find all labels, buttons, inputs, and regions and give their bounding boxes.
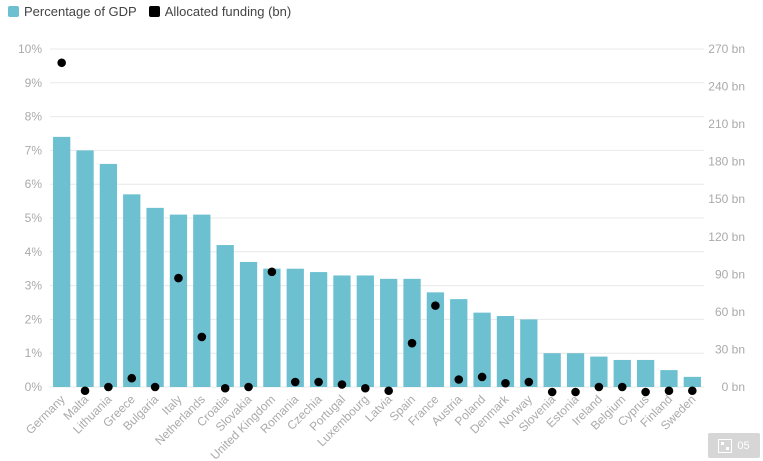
legend-item-gdp[interactable]: Percentage of GDP [8,4,137,19]
bar [613,359,631,387]
y-right-tick-label: 0 bn [722,380,745,394]
bar [450,299,468,387]
bar [590,356,608,387]
y-right-tick-label: 240 bn [708,80,745,94]
embed-badge[interactable]: 05 [708,433,760,458]
funding-point [220,383,230,393]
legend-swatch-funding [148,6,160,17]
funding-point [290,377,300,387]
legend-label-funding: Allocated funding (bn) [164,4,292,19]
y-left-tick-label: 2% [25,312,43,326]
bar [333,275,351,387]
bar [683,376,701,387]
funding-point [57,58,66,68]
funding-point [407,338,417,348]
funding-point [617,382,627,392]
bar [169,214,188,387]
y-right-tick-label: 210 bn [708,117,745,131]
bar [263,268,281,387]
bar [239,261,258,387]
bar [660,370,678,387]
funding-point [361,383,370,393]
chart-legend: Percentage of GDP Allocated funding (bn) [8,4,291,19]
bar [403,278,421,387]
y-left-tick-label: 9% [25,76,43,90]
bar [123,194,141,387]
bar [473,312,491,387]
bar [216,245,234,387]
bar [76,150,94,387]
embed-badge-label: 05 [737,439,750,452]
funding-point [80,386,90,396]
funding-point [664,386,674,396]
funding-point [384,386,393,396]
funding-point [267,267,277,277]
funding-point [501,378,510,388]
y-left-tick-label: 4% [25,245,43,259]
y-left-tick-label: 6% [25,177,43,191]
funding-point [174,273,183,283]
bar [496,316,515,387]
legend-item-funding[interactable]: Allocated funding (bn) [148,4,292,19]
funding-point [571,387,580,397]
funding-point [197,332,207,342]
funding-point [337,380,347,389]
y-right-tick-label: 30 bn [715,342,745,356]
funding-point [641,387,650,397]
y-left-tick-label: 3% [25,279,43,293]
legend-swatch-gdp [8,6,19,17]
bar [309,272,328,387]
y-right-tick-label: 120 bn [708,230,745,244]
funding-point [477,372,487,382]
bar [566,353,585,387]
y-left-tick-label: 8% [25,110,43,124]
bar [426,292,445,387]
y-right-tick-label: 150 bn [708,192,745,206]
y-right-tick-label: 90 bn [715,267,745,281]
y-left-tick-label: 7% [25,143,43,157]
bar [99,163,118,387]
bar [356,275,374,387]
y-left-tick-label: 0% [25,380,43,394]
bar [380,278,398,387]
y-right-tick-label: 60 bn [715,305,745,319]
funding-point [547,387,557,397]
funding-point [454,375,464,384]
embed-icon [718,438,733,453]
funding-point [314,377,323,387]
bar [636,359,655,387]
bar [146,207,164,387]
y-left-tick-label: 10% [18,42,42,56]
bar [286,268,304,387]
funding-point [688,386,697,396]
legend-label-gdp: Percentage of GDP [24,4,137,19]
x-tick-label: Latvia [362,392,395,425]
bar [193,214,211,387]
y-left-tick-label: 5% [25,211,43,225]
funding-point [127,373,137,383]
funding-point [104,382,113,392]
y-right-tick-label: 270 bn [708,42,745,56]
funding-point [594,382,604,392]
funding-point [524,377,534,387]
bar [543,353,561,387]
funding-point [150,382,160,392]
bar [53,136,71,387]
funding-point [244,382,253,392]
bar [520,319,538,387]
y-right-tick-label: 180 bn [708,155,745,169]
funding-point [431,301,440,310]
y-left-tick-label: 1% [25,346,43,360]
